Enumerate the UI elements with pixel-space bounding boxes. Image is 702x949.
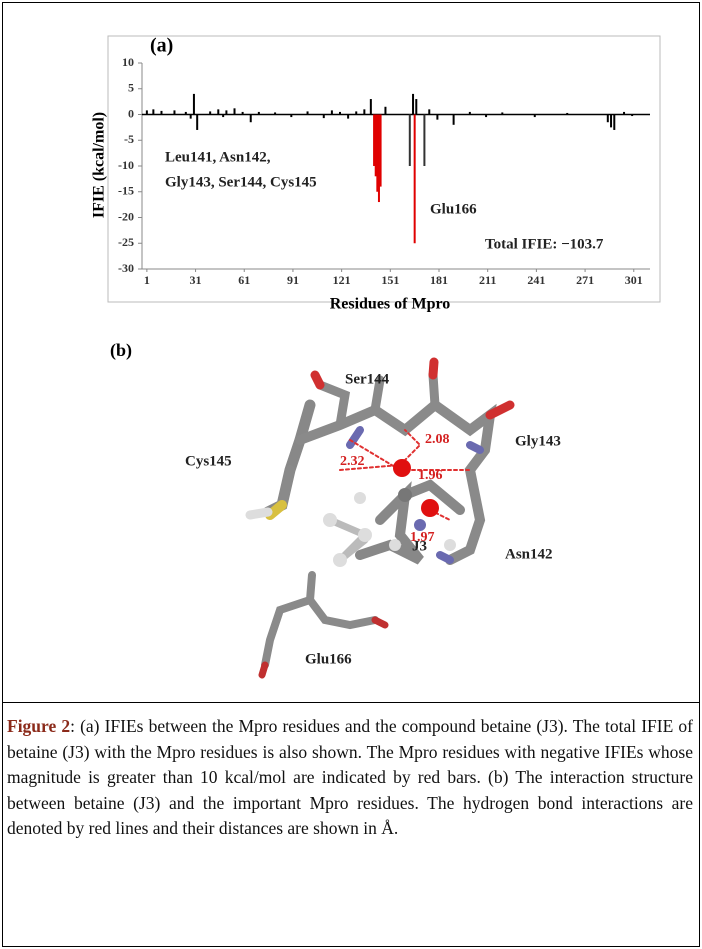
bar: [323, 115, 325, 119]
y-tick-label: -15: [118, 184, 134, 198]
bar: [258, 112, 260, 115]
x-axis-label: Residues of Mpro: [330, 296, 451, 313]
bar: [414, 115, 416, 244]
annotation: Total IFIE: −103.7: [485, 236, 604, 252]
bar: [610, 115, 612, 128]
panel-label: (b): [110, 340, 132, 361]
bar: [196, 115, 198, 130]
x-tick-label: 181: [430, 273, 448, 287]
residue-label: Glu166: [305, 651, 352, 667]
distance-label: 2.08: [425, 432, 450, 447]
page: {"chart_data": {"type": "bar", "title": …: [0, 0, 702, 949]
residue-label: Cys145: [185, 453, 232, 469]
bar: [469, 112, 471, 115]
x-tick-label: 121: [333, 273, 351, 287]
x-tick-label: 31: [190, 273, 202, 287]
bar: [222, 115, 224, 118]
bar: [160, 111, 162, 115]
x-tick-label: 241: [527, 273, 545, 287]
bar: [501, 112, 503, 114]
x-tick-label: 271: [576, 273, 594, 287]
distance-label: 2.32: [340, 454, 365, 469]
y-tick-label: -20: [118, 209, 134, 223]
y-tick-label: -25: [118, 235, 134, 249]
y-tick-label: 5: [128, 81, 134, 95]
bar: [613, 115, 615, 130]
bar: [428, 109, 430, 114]
bar: [274, 112, 276, 114]
y-tick-label: -5: [124, 132, 134, 146]
distance-label: 1.96: [418, 468, 443, 483]
separator: [2, 702, 700, 703]
bar: [423, 115, 425, 167]
y-tick-label: -10: [118, 158, 134, 172]
distance-label: 1.97: [410, 530, 435, 545]
bar: [607, 115, 609, 123]
bar: [234, 108, 236, 114]
x-tick-label: 151: [381, 273, 399, 287]
bar: [370, 99, 372, 114]
bar: [190, 115, 192, 119]
residue-label: Gly143: [515, 433, 561, 449]
bar: [453, 115, 455, 125]
annotation: Leu141, Asn142,: [165, 149, 271, 165]
plot-frame: [108, 36, 660, 302]
panel-label: (a): [150, 35, 173, 57]
bar: [409, 115, 411, 167]
bar: [193, 94, 195, 115]
bar: [380, 115, 382, 187]
bar: [347, 115, 349, 119]
x-tick-label: 1: [144, 273, 150, 287]
bar: [623, 112, 625, 115]
bar: [225, 110, 227, 114]
caption-label: Figure 2: [7, 716, 70, 736]
bar: [250, 115, 252, 123]
x-tick-label: 301: [625, 273, 643, 287]
residue-label: Ser144: [345, 371, 390, 387]
bar: [436, 115, 438, 120]
molecule: [250, 362, 510, 675]
bar: [412, 94, 414, 115]
x-tick-label: 61: [238, 273, 250, 287]
residue-label: Asn142: [505, 546, 553, 562]
x-tick-label: 91: [287, 273, 299, 287]
y-tick-label: -30: [118, 261, 134, 275]
y-tick-label: 10: [122, 55, 134, 69]
bar: [173, 110, 175, 114]
bar: [534, 115, 536, 118]
y-axis-label: IFIE (kcal/mol): [91, 112, 108, 218]
annotation: Glu166: [430, 201, 477, 217]
bar: [217, 109, 219, 114]
bar: [566, 113, 568, 115]
bar: [339, 112, 341, 115]
bar: [209, 111, 211, 114]
y-tick-label: 0: [128, 106, 134, 120]
bar: [242, 112, 244, 115]
bar: [307, 111, 309, 114]
annotation: Gly143, Ser144, Cys145: [165, 174, 317, 190]
bar: [152, 109, 154, 114]
x-tick-label: 211: [479, 273, 496, 287]
bar: [146, 110, 148, 114]
bar: [355, 111, 357, 114]
bar: [415, 99, 417, 114]
figure: (a) IFIE (kcal/mol) Residues of Mpro -30 -25…: [0, 0, 702, 700]
bar: [631, 115, 633, 117]
bar: [185, 112, 187, 115]
bar: [485, 115, 487, 118]
bar: [331, 110, 333, 114]
bar: [290, 115, 292, 118]
caption: Figure 2: (a) IFIEs between the Mpro res…: [7, 714, 693, 842]
caption-text: : (a) IFIEs between the Mpro residues an…: [7, 716, 693, 838]
bar: [363, 109, 365, 114]
bar: [384, 107, 386, 115]
